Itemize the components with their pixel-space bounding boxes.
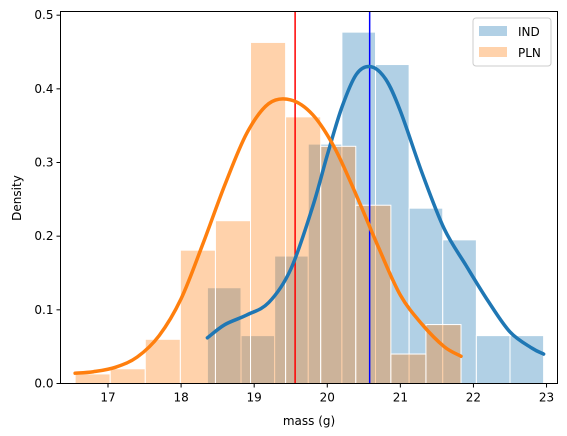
- hist-bar-pln-5: [250, 41, 287, 384]
- x-tick-label-23: 23: [539, 391, 554, 405]
- x-axis-label: mass (g): [283, 414, 335, 428]
- y-tick-label-3: 0.3: [34, 156, 53, 170]
- legend-label-ind: IND: [518, 25, 540, 39]
- hist-bar-ind-1: [240, 335, 276, 384]
- y-tick-label-0: 0.0: [34, 377, 53, 391]
- x-tick-label-20: 20: [320, 391, 335, 405]
- y-tick-label-4: 0.4: [34, 82, 53, 96]
- kde-curve-pln: [73, 97, 463, 375]
- y-tick-label-1: 0.1: [34, 303, 53, 317]
- hist-bar-ind-7: [442, 239, 477, 384]
- x-tick-label-22: 22: [466, 391, 481, 405]
- legend-swatch-ind: [479, 26, 507, 36]
- hist-bar-pln-9: [390, 353, 427, 385]
- legend-label-pln: PLN: [518, 46, 541, 60]
- legend-swatch-pln: [479, 47, 507, 57]
- x-tick-label-17: 17: [100, 391, 115, 405]
- y-tick-label-2: 0.2: [34, 229, 53, 243]
- plot-frame: [60, 11, 558, 384]
- hist-bar-ind-9: [509, 335, 545, 384]
- x-tick-label-21: 21: [393, 391, 408, 405]
- y-axis-label: Density: [10, 175, 24, 221]
- hist-bar-pln-1: [109, 368, 146, 385]
- x-tick-label-18: 18: [173, 391, 188, 405]
- hist-bar-pln-3: [179, 249, 216, 384]
- kde-curve-ind: [205, 64, 546, 356]
- hist-bar-ind-2: [274, 255, 309, 384]
- hist-bar-ind-0: [206, 287, 242, 384]
- hist-bar-pln-0: [74, 373, 111, 385]
- hist-bar-pln-7: [320, 145, 357, 384]
- hist-bar-pln-4: [214, 220, 252, 384]
- x-tick-label-19: 19: [247, 391, 262, 405]
- legend: IND PLN: [472, 17, 552, 67]
- hist-bar-pln-6: [285, 116, 322, 384]
- legend-frame: [472, 17, 552, 67]
- y-tick-label-5: 0.5: [34, 8, 53, 22]
- hist-bar-ind-8: [475, 335, 511, 384]
